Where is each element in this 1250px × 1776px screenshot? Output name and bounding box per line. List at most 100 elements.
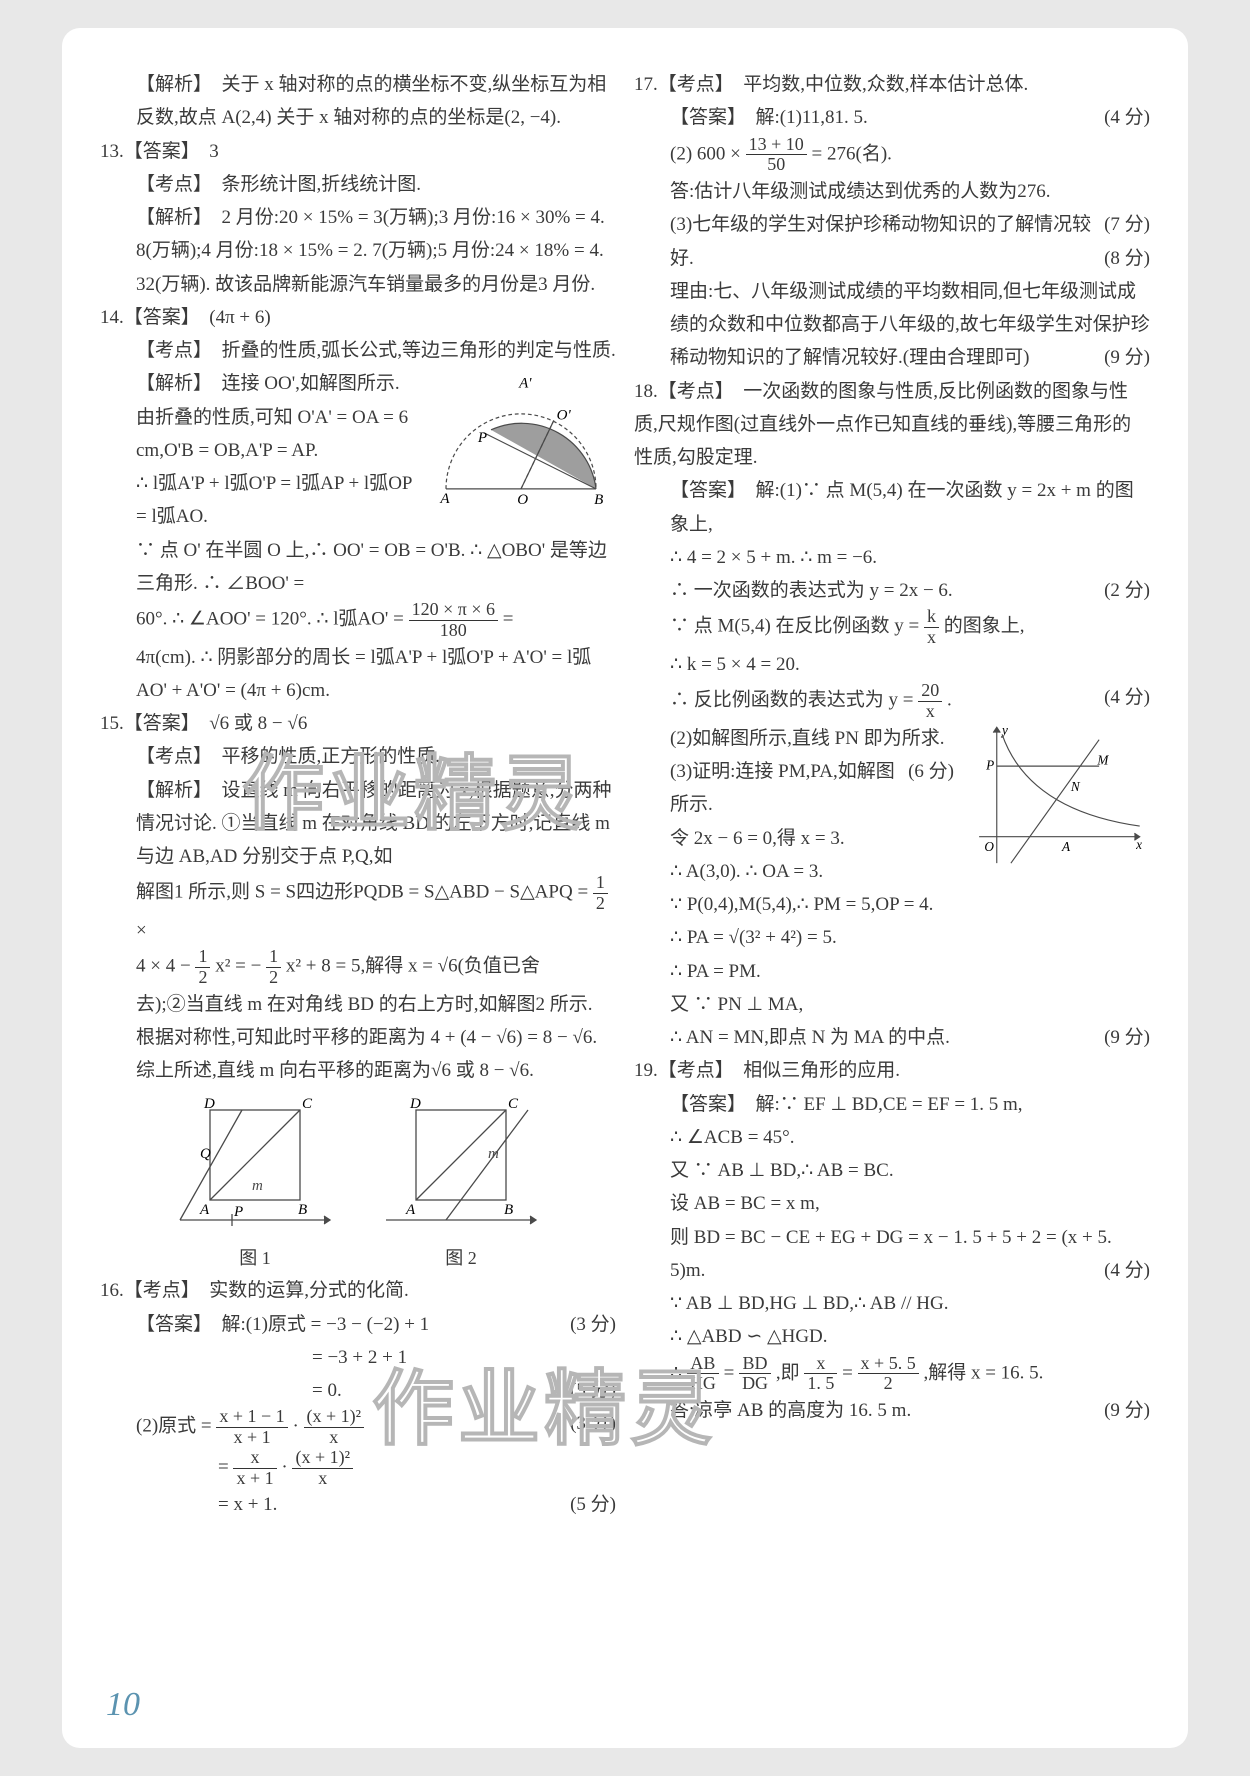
text: ,即 bbox=[776, 1362, 805, 1383]
q19-step: 设 AB = BC = x m, bbox=[634, 1187, 1150, 1220]
q19-step: ∵ AB ⊥ BD,HG ⊥ BD,∴ AB // HG. bbox=[634, 1287, 1150, 1320]
q13-point: 【考点】 条形统计图,折线统计图. bbox=[100, 168, 616, 201]
text: . bbox=[947, 690, 952, 711]
text: 的图象上, bbox=[944, 616, 1025, 637]
svg-text:D: D bbox=[203, 1096, 215, 1112]
fig2-caption: 图 2 bbox=[376, 1243, 546, 1275]
q14-analysis-4: 60°. ∴ ∠AOO' = 120°. ∴ l弧AO' = 120 × π ×… bbox=[100, 600, 616, 641]
svg-text:O: O bbox=[517, 492, 528, 508]
q14-answer: 14.【答案】 (4π + 6) bbox=[100, 301, 616, 334]
q17-part3: (3)七年级的学生对保护珍稀动物知识的了解情况较好. (8 分) bbox=[634, 208, 1150, 275]
svg-text:O': O' bbox=[557, 408, 572, 424]
q17-reason: 理由:七、八年级测试成绩的平均数相同,但七年级测试成绩的众数和中位数都高于八年级… bbox=[634, 275, 1150, 375]
denominator: 180 bbox=[409, 621, 498, 641]
q12-analysis: 【解析】 关于 x 轴对称的点的横坐标不变,纵坐标互为相反数,故点 A(2,4)… bbox=[100, 68, 616, 135]
fraction: BDDG bbox=[739, 1354, 771, 1395]
figure-2: m D C A B 图 2 bbox=[376, 1092, 546, 1275]
text: = bbox=[724, 1362, 739, 1383]
score: (4 分) bbox=[1104, 101, 1150, 134]
svg-text:C: C bbox=[508, 1096, 519, 1112]
watermark: 作业精灵 bbox=[372, 1338, 716, 1482]
numerator: 120 × π × 6 bbox=[409, 600, 498, 621]
svg-text:P: P bbox=[233, 1204, 243, 1220]
fraction: x + 1 − 1x + 1 bbox=[216, 1407, 287, 1448]
q13-analysis: 【解析】 2 月份:20 × 15% = 3(万辆);3 月份:16 × 30%… bbox=[100, 201, 616, 301]
score: (2 分) bbox=[1104, 574, 1150, 607]
fraction: kx bbox=[924, 607, 939, 648]
q16-answer-1: 【答案】 解:(1)原式 = −3 − (−2) + 1 (3 分) bbox=[100, 1308, 616, 1341]
figure-1: m D C A B P Q 图 1 bbox=[170, 1092, 340, 1275]
svg-text:B: B bbox=[504, 1202, 513, 1218]
text: = x + 1. bbox=[218, 1494, 277, 1515]
fraction: 20x bbox=[918, 681, 942, 722]
q19-step: ∴ ∠ACB = 45°. bbox=[634, 1121, 1150, 1154]
text: = bbox=[503, 609, 514, 630]
text: (2)原式 = bbox=[136, 1416, 216, 1437]
text: ∵ 点 M(5,4) 在反比例函数 y = bbox=[670, 616, 924, 637]
q17-part2: (2) 600 × 13 + 1050 = 276(名). bbox=[634, 135, 1150, 176]
q14-figure: A O B P O' A' bbox=[426, 367, 616, 517]
score: (9 分) bbox=[1104, 1021, 1150, 1054]
svg-text:D: D bbox=[409, 1096, 421, 1112]
text: 60°. ∴ ∠AOO' = 120°. ∴ l弧AO' = bbox=[136, 609, 409, 630]
fraction: 12 bbox=[266, 947, 281, 988]
score: (9 分) bbox=[1104, 1394, 1150, 1427]
svg-text:B: B bbox=[298, 1202, 307, 1218]
q18-step: ∴ PA = PM. bbox=[634, 955, 1150, 988]
text: · bbox=[292, 1416, 303, 1437]
q19-step: 则 BD = BC − CE + EG + DG = x − 1. 5 + 5 … bbox=[634, 1221, 1150, 1288]
fraction: (x + 1)²x bbox=[292, 1448, 353, 1489]
svg-text:N: N bbox=[1070, 779, 1081, 794]
text: (2)如解图所示,直线 PN 即为所求. bbox=[670, 728, 944, 749]
score: (9 分) bbox=[1104, 341, 1150, 374]
q18-figure: O A x y P M N bbox=[960, 722, 1150, 872]
q14-analysis-3: ∵ 点 O' 在半圆 O 上,∴ OO' = OB = O'B. ∴ △OBO'… bbox=[100, 534, 616, 601]
fraction: x1. 5 bbox=[804, 1354, 837, 1395]
svg-text:P: P bbox=[985, 757, 994, 772]
text: = bbox=[842, 1362, 857, 1383]
svg-text:A: A bbox=[405, 1202, 416, 1218]
score: (8 分) bbox=[1104, 242, 1150, 275]
text: (3)七年级的学生对保护珍稀动物知识的了解情况较好. bbox=[670, 214, 1091, 268]
fraction: xx + 1 bbox=[233, 1448, 276, 1489]
fig1-caption: 图 1 bbox=[170, 1243, 340, 1275]
fraction: 13 + 1050 bbox=[746, 135, 807, 176]
svg-text:A: A bbox=[199, 1202, 210, 1218]
text: x² + 8 = 5,解得 x = √6(负值已舍 bbox=[286, 956, 540, 977]
svg-text:x: x bbox=[1135, 837, 1142, 852]
svg-text:A: A bbox=[1061, 839, 1071, 854]
q19-answer: 【答案】 解:∵ EF ⊥ BD,CE = EF = 1. 5 m, bbox=[634, 1088, 1150, 1121]
svg-text:B: B bbox=[594, 492, 603, 508]
fraction: (x + 1)²x bbox=[304, 1407, 365, 1448]
text: 解图1 所示,则 S = S四边形PQDB = S△ABD − S△APQ = bbox=[136, 882, 593, 903]
svg-text:Q: Q bbox=[200, 1146, 211, 1162]
text: × bbox=[136, 920, 147, 941]
text: 则 BD = BC − CE + EG + DG = x − 1. 5 + 5 … bbox=[670, 1227, 1112, 1281]
score: (4 分) bbox=[1104, 1254, 1150, 1287]
text: 理由:七、八年级测试成绩的平均数相同,但七年级测试成绩的众数和中位数都高于八年级… bbox=[670, 281, 1150, 369]
text: = 0. bbox=[312, 1380, 342, 1401]
q13-answer: 13.【答案】 3 bbox=[100, 135, 616, 168]
score: (5 分) bbox=[570, 1488, 616, 1521]
text: = bbox=[218, 1457, 233, 1478]
q14-analysis-5: 4π(cm). ∴ 阴影部分的周长 = l弧A'P + l弧O'P + A'O'… bbox=[100, 641, 616, 708]
fraction: 12 bbox=[593, 873, 608, 914]
q18-step: ∴ AN = MN,即点 N 为 MA 的中点. (9 分) bbox=[634, 1021, 1150, 1054]
text: ∴ AN = MN,即点 N 为 MA 的中点. bbox=[670, 1027, 950, 1048]
q14-point: 【考点】 折叠的性质,弧长公式,等边三角形的判定与性质. bbox=[100, 334, 616, 367]
watermark: 作业精灵 bbox=[242, 723, 586, 867]
q15-figures: m D C A B P Q 图 1 bbox=[100, 1092, 616, 1275]
q18-point: 18.【考点】 一次函数的图象与性质,反比例函数的图象与性质,尺规作图(过直线外… bbox=[634, 375, 1150, 475]
q17-part2-ans: 答:估计八年级测试成绩达到优秀的人数为276. bbox=[634, 175, 1150, 208]
q15-analysis-3: 4 × 4 − 12 x² = − 12 x² + 8 = 5,解得 x = √… bbox=[100, 947, 616, 988]
text: ,解得 x = 16. 5. bbox=[923, 1362, 1043, 1383]
q17-point: 17.【考点】 平均数,中位数,众数,样本估计总体. bbox=[634, 68, 1150, 101]
score: (7 分) bbox=[1104, 208, 1150, 241]
svg-text:O: O bbox=[984, 839, 994, 854]
svg-text:M: M bbox=[1096, 752, 1109, 767]
svg-text:m: m bbox=[252, 1178, 263, 1194]
score: (3 分) bbox=[570, 1308, 616, 1341]
q18-step: ∴ 反比例函数的表达式为 y = 20x . (4 分) bbox=[634, 681, 1150, 722]
svg-text:A': A' bbox=[518, 376, 532, 392]
score: (4 分) bbox=[1104, 681, 1150, 714]
